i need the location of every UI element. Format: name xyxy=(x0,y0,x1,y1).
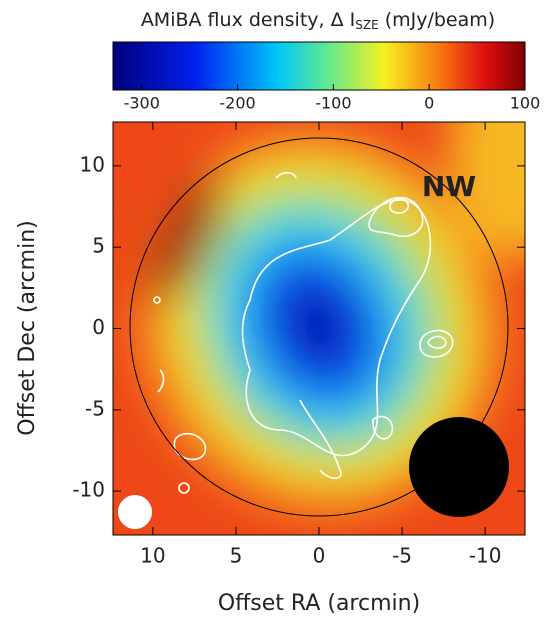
map-image xyxy=(139,122,525,512)
y-tick-label: 0 xyxy=(92,315,105,339)
x-tick-label: -5 xyxy=(392,544,412,568)
x-tick-label: 5 xyxy=(230,544,243,568)
y-tick-label: -5 xyxy=(85,396,105,420)
colorbar-label-main: AMiBA flux density, Δ I xyxy=(141,9,355,31)
colorbar-tick-label: 0 xyxy=(424,94,434,113)
y-tick-label: -10 xyxy=(72,478,105,502)
colorbar-tick-label: 100 xyxy=(510,94,541,113)
x-tick-label: 10 xyxy=(140,544,165,568)
colorbar-tick-label: -300 xyxy=(124,94,160,113)
annotation: NW xyxy=(422,170,476,203)
colorbar-label-unit: (mJy/beam) xyxy=(379,9,496,31)
colorbar-label: AMiBA flux density, Δ ISZE (mJy/beam) xyxy=(141,9,495,32)
beam-marker xyxy=(118,495,152,529)
x-tick-label: 0 xyxy=(313,544,326,568)
synthesized-beam xyxy=(409,417,509,517)
x-axis-label: Offset RA (arcmin) xyxy=(218,591,420,616)
colorbar-tick-label: -100 xyxy=(315,94,351,113)
primary-beam xyxy=(129,137,509,517)
colorbar xyxy=(112,41,526,91)
y-axis-label: Offset Dec (arcmin) xyxy=(15,220,40,435)
y-tick-label: 5 xyxy=(92,234,105,258)
colorbar-label-sub: SZE xyxy=(355,18,378,32)
flux-map xyxy=(113,122,525,535)
colorbar-tick-label: -200 xyxy=(219,94,255,113)
x-tick-label: -10 xyxy=(469,544,502,568)
y-tick-label: 10 xyxy=(80,152,105,176)
